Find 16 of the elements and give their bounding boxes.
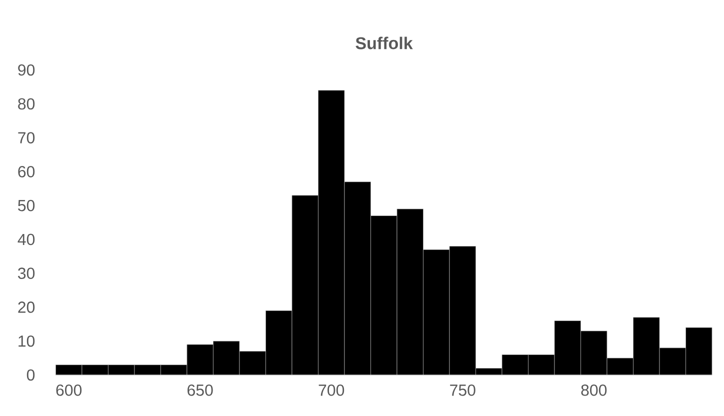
y-tick-label: 10 — [18, 335, 35, 347]
x-tick-label: 700 — [318, 384, 344, 396]
chart-title: Suffolk — [356, 36, 413, 50]
y-tick-label: 70 — [18, 132, 35, 144]
y-tick-label: 60 — [18, 166, 35, 178]
y-tick-label: 50 — [18, 200, 35, 212]
x-tick-label: 600 — [56, 384, 82, 396]
y-tick-label: 30 — [18, 268, 35, 279]
y-tick-label: 20 — [18, 302, 35, 313]
y-tick-label: 80 — [18, 98, 35, 110]
x-tick-label: 650 — [188, 384, 213, 396]
x-tick-label: 800 — [581, 384, 607, 396]
y-tick-label: 90 — [18, 64, 35, 76]
y-tick-label: 40 — [18, 234, 35, 246]
y-tick-label: 0 — [26, 369, 35, 381]
x-tick-label: 750 — [450, 384, 476, 396]
